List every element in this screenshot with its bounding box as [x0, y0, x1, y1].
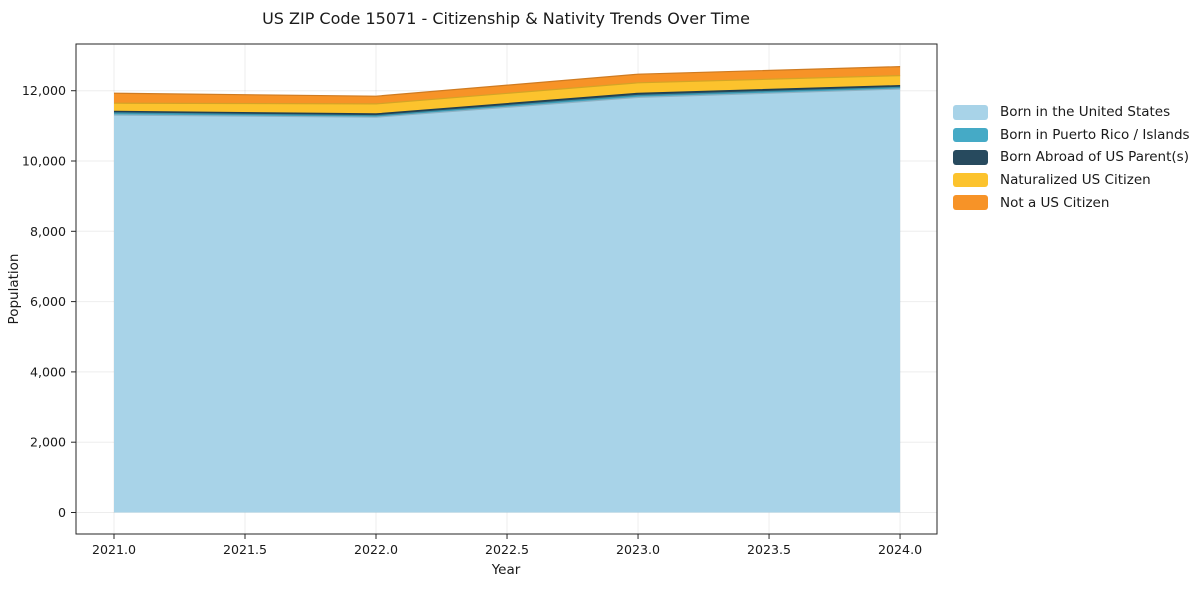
- tick-layer: 2021.0 2021.5 2022.0 2022.5 2023.0 2023.5 2024…: [22, 83, 922, 557]
- area-series-born-in-the-united-states: [114, 89, 901, 513]
- legend-label: Born in the United States: [1000, 104, 1171, 121]
- y-tick-label: 0: [58, 505, 66, 520]
- legend-label: Born in Puerto Rico / Islands: [1000, 126, 1189, 143]
- x-tick-label: 2024.0: [878, 542, 922, 557]
- legend-label: Born Abroad of US Parent(s): [1000, 149, 1189, 166]
- edge-series-born-abroad-of-us-parent-s: [113, 85, 901, 115]
- spine-layer: [75, 43, 938, 535]
- legend-row-born-in-the-united-states: Born in the United States: [953, 101, 1189, 124]
- x-tick-label: 2023.5: [747, 542, 791, 557]
- legend-row-born-abroad-of-us-parent-s: Born Abroad of US Parent(s): [953, 146, 1189, 169]
- x-axis-label: Year: [491, 562, 521, 578]
- plot-border: [75, 43, 938, 535]
- legend: Born in the United States Born in Puerto …: [953, 101, 1189, 214]
- x-tick-label: 2021.5: [223, 542, 267, 557]
- y-tick-label: 6,000: [30, 294, 66, 309]
- chart-title: US ZIP Code 15071 - Citizenship & Nativi…: [262, 9, 750, 28]
- legend-label: Not a US Citizen: [1000, 194, 1110, 211]
- legend-swatch-icon: [953, 127, 988, 143]
- y-tick-label: 8,000: [30, 224, 66, 239]
- legend-label: Naturalized US Citizen: [1000, 172, 1151, 189]
- y-tick-label: 12,000: [22, 83, 66, 98]
- legend-swatch-icon: [953, 172, 988, 188]
- y-axis-label: Population: [6, 254, 22, 325]
- legend-row-born-in-puerto-rico-islands: Born in Puerto Rico / Islands: [953, 124, 1189, 147]
- legend-swatch-icon: [953, 150, 988, 165]
- legend-swatch-icon: [953, 195, 988, 210]
- y-tick-label: 2,000: [30, 435, 66, 450]
- y-tick-label: 4,000: [30, 364, 66, 379]
- legend-swatch-icon: [953, 105, 988, 120]
- x-tick-label: 2022.0: [354, 542, 398, 557]
- edge-series-born-in-puerto-rico-islands: [113, 86, 901, 117]
- edge-series-born-in-the-united-states: [113, 88, 901, 118]
- y-tick-label: 10,000: [22, 154, 66, 169]
- legend-row-not-a-us-citizen: Not a US Citizen: [953, 191, 1189, 214]
- edge-layer: [113, 66, 901, 118]
- x-tick-label: 2022.5: [485, 542, 529, 557]
- x-tick-label: 2023.0: [616, 542, 660, 557]
- area-layer: [114, 66, 901, 513]
- edge-series-naturalized-us-citizen: [113, 75, 901, 105]
- edge-series-not-a-us-citizen: [113, 66, 901, 97]
- legend-row-naturalized-us-citizen: Naturalized US Citizen: [953, 169, 1189, 192]
- x-tick-label: 2021.0: [92, 542, 136, 557]
